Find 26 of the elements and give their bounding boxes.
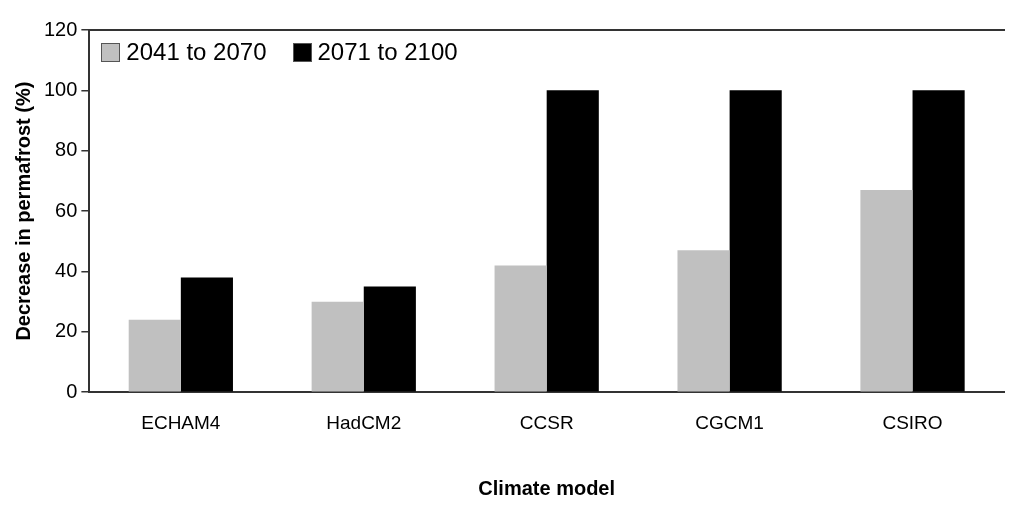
x-tick-label: ECHAM4	[141, 411, 221, 433]
y-tick-label: 0	[66, 379, 78, 402]
bar	[546, 90, 599, 392]
y-tick-label: 100	[43, 77, 78, 100]
x-tick-label: CSIRO	[882, 411, 943, 433]
bar	[860, 189, 913, 392]
x-axis-title: Climate model	[478, 476, 616, 499]
bar	[912, 90, 965, 392]
y-tick-label: 120	[43, 17, 78, 40]
y-axis-title: Decrease in permafrost (%)	[11, 81, 34, 341]
y-tick-label: 80	[55, 138, 78, 161]
legend-label: 2071 to 2100	[317, 38, 458, 66]
bar	[363, 286, 416, 392]
x-tick-label: HadCM2	[326, 411, 402, 433]
x-tick-label: CGCM1	[695, 411, 764, 433]
bar	[729, 90, 782, 392]
legend-label: 2041 to 2070	[126, 38, 267, 66]
bar	[677, 250, 730, 392]
y-tick-label: 20	[55, 319, 78, 342]
bar	[180, 277, 233, 392]
x-tick-label: CCSR	[519, 411, 574, 433]
bar	[311, 301, 364, 392]
y-tick-label: 60	[55, 198, 78, 221]
y-tick-label: 40	[55, 258, 78, 281]
bar	[494, 265, 547, 392]
bar	[128, 319, 181, 392]
